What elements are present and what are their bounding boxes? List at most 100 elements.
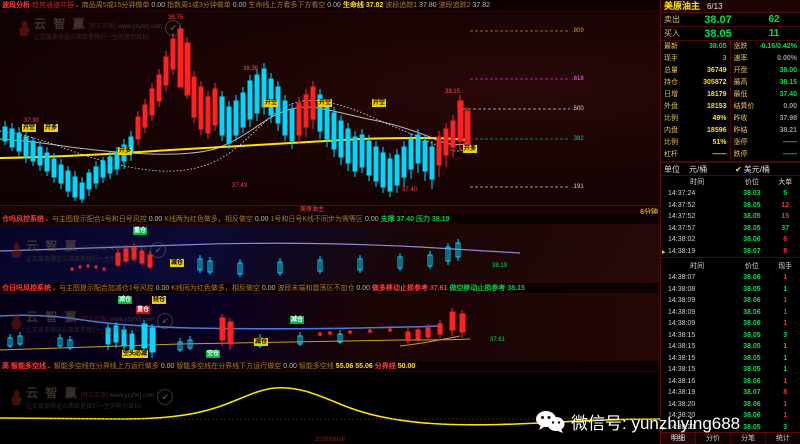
ask-row[interactable]: 卖出 38.07 62 — [661, 13, 800, 27]
bid-qty: 11 — [768, 28, 780, 39]
hdr-item-5-value: 37.82 — [472, 2, 491, 9]
main-chart-header[interactable]: 波段分析 趋势通道共振⌄ 商品周5或15分钟做单 0.00 指数周1或3分钟做单… — [0, 0, 660, 11]
timeframe-label[interactable]: 6分钟 — [640, 209, 658, 216]
risk1-item-1-text: K线两为红色做多，相反做空 — [164, 216, 253, 223]
stat-cell: 日增 18179 — [661, 89, 731, 101]
col-time: 时间 — [690, 179, 705, 186]
smart-divider-label: 分界线 — [374, 363, 396, 370]
quote-tabs[interactable]: 明细 分价 分笔 统计 — [661, 432, 800, 444]
risk2-tag-3: 减仓 — [254, 338, 269, 346]
smart-divider-value: 50.00 — [397, 363, 416, 370]
stat-cell: 内盘 18596 — [661, 125, 731, 137]
unit-alt-value[interactable]: 美元/桶 — [743, 164, 770, 174]
col-time: 时间 — [690, 263, 705, 270]
stat-key: 最高 — [733, 79, 748, 86]
table-row: 14:38:20 38.06 1 — [668, 400, 788, 408]
quote-panel[interactable]: 美原油主 6/13 卖出 38.07 62 买入 38.05 11 最新 38.0… — [660, 0, 800, 444]
stat-value: 18179 — [707, 91, 727, 98]
unit-selector[interactable]: 单位 元/桶 ✔ 美元/桶 — [661, 162, 800, 176]
axis-date-label: 2020/06/18 — [314, 437, 346, 443]
table-row: 14:37:57 38.05 37 — [668, 224, 790, 232]
risk1-plot[interactable]: 重仓 减仓 38.19 云 智 赢 [官方正版] 400-669-8870 让交… — [0, 225, 660, 283]
risk2-svg — [0, 308, 471, 358]
stat-key: 昨结 — [733, 127, 748, 134]
check-icon: ✔ — [735, 164, 742, 174]
signal-tag-1: 开多 — [44, 124, 59, 132]
table-row: 14:38:15 38.05 1 — [668, 343, 788, 351]
instrument-title[interactable]: 美原油主 6/13 — [661, 0, 800, 13]
table-row: 14:38:07 38.06 1 — [668, 274, 788, 282]
bid-price: 38.05 — [704, 27, 732, 40]
stat-key: 外盘 — [664, 103, 678, 110]
risk1-item-2-text: 1号和日号K线不同步为需等区 — [270, 216, 364, 223]
hdr-item-2-text: 生命线上方看多下方看空 — [248, 2, 326, 9]
main-chart-plot[interactable]: 38.75 38.36 38.15 37.90 37.43 37.40 .809… — [0, 11, 660, 205]
instrument-strip: 美原油主 6分钟 37.21 — [0, 205, 660, 216]
chevron-down-icon[interactable]: ⌄ — [45, 363, 52, 370]
stat-key: 现手 — [664, 55, 678, 62]
hdr-item-0-text: 商品周5或15分钟做单 — [81, 2, 150, 9]
stat-key: 最低 — [733, 91, 748, 98]
stat-cell: 涨跌 -0.16/0.42% — [731, 41, 800, 53]
stat-cell: 持仓 305872 — [661, 77, 731, 89]
stat-cell: 最低 37.40 — [731, 89, 800, 101]
bid-row[interactable]: 买入 38.05 11 — [661, 27, 800, 41]
stat-value: -0.16/0.42% — [759, 43, 797, 50]
bid-label: 买入 — [664, 29, 680, 38]
risk1-svg — [0, 239, 521, 277]
main-chart-panel[interactable]: 波段分析 趋势通道共振⌄ 商品周5或15分钟做单 0.00 指数周1或3分钟做单… — [0, 0, 660, 205]
fib-label-809: .809 — [572, 28, 584, 34]
stat-value: —— — [712, 151, 727, 158]
risk2-plot[interactable]: 减仓 轻仓 重仓 减仓 空仓 空头必减 减仓 37.61 云 智 赢 [官方正版… — [0, 294, 660, 361]
stat-value: 38.05 — [708, 43, 727, 50]
price-label-4: 37.43 — [232, 183, 248, 189]
chevron-down-icon[interactable]: ⌄ — [44, 216, 50, 223]
smart-header[interactable]: 高 智能多空线⌄ 智能多空线在分界线上方运行做多 0.00 智能多空线在分界线下… — [0, 361, 660, 372]
ask-label: 卖出 — [664, 15, 680, 24]
stat-key: 比例 — [664, 139, 678, 146]
stat-key: 总量 — [664, 67, 678, 74]
stat-cell: 速率 0.00% — [731, 53, 800, 65]
big-order-rows: 14:37:24 38.03 5 14:37:52 38.05 12 14:37:52 3… — [661, 188, 800, 257]
stats-grid: 最新 38.05 涨跌 -0.16/0.42% 现手 3 速率 0.00% 总量 3674… — [661, 41, 800, 162]
stat-value: 18153 — [707, 103, 727, 110]
tab-bytick[interactable]: 分笔 — [731, 433, 766, 444]
fib-label-500: .500 — [572, 106, 584, 112]
risk2-short-stop-value: 38.15 — [507, 285, 525, 292]
ask-qty: 62 — [768, 14, 780, 25]
stat-cell: 比例 49% — [661, 113, 731, 125]
stat-cell: 比例 51% — [661, 137, 731, 149]
signal-tag-5: 开多 — [118, 147, 133, 155]
table-row: 14:38:09 38.06 1 — [668, 320, 788, 328]
risk2-tag-5: 空头必减 — [122, 350, 149, 358]
chevron-down-icon[interactable]: ⌄ — [51, 285, 57, 292]
fib-label-191: .191 — [572, 184, 584, 190]
big-order-table[interactable]: 时间 价位 大单 14:37:24 38.03 5 14:37:52 38.05 12 … — [661, 176, 800, 257]
risk-control-panel-2[interactable]: 仓日吗风控系统⌄ 与主图提示配合加减仓1号风控 0.00 K线同为红色做多，相反… — [0, 283, 660, 361]
risk2-header[interactable]: 仓日吗风控系统⌄ 与主图提示配合加减仓1号风控 0.00 K线同为红色做多，相反… — [0, 283, 660, 294]
smart-background — [0, 372, 660, 444]
tick-detail-table[interactable]: 时间 价位 现手 14:38:07 38.06 1 14:38:08 38.05 1 1… — [661, 260, 800, 433]
risk-control-panel-1[interactable]: 美原油主 6分钟 37.21 仓吗风控系统⌄ 与主图提示配合1号和日号风控 0.… — [0, 205, 660, 283]
stat-key: 最新 — [664, 43, 678, 50]
stat-cell: 涨停 —— — [731, 137, 800, 149]
stat-cell: 昨收 37.98 — [731, 113, 800, 125]
unit-value[interactable]: 元/桶 — [689, 164, 708, 174]
chevron-down-icon[interactable]: ⌄ — [73, 2, 80, 9]
hdr-item-5-text: 波段追踪2 — [438, 2, 471, 9]
hdr-item-4-value: 37.80 — [419, 2, 437, 9]
tab-stats[interactable]: 统计 — [766, 433, 800, 444]
risk2-long-stop-value: 37.61 — [429, 285, 448, 292]
tab-byprice[interactable]: 分价 — [696, 433, 731, 444]
stat-key: 杠杆 — [664, 151, 678, 158]
col-volume: 大单 — [778, 179, 793, 186]
hdr-item-4-text: 波段追踪1 — [385, 2, 418, 9]
table-row: 14:38:20 38.06 1 — [668, 412, 788, 420]
chart-column: 波段分析 趋势通道共振⌄ 商品周5或15分钟做单 0.00 指数周1或3分钟做单… — [0, 0, 660, 444]
stat-key: 持仓 — [664, 79, 678, 86]
stat-value: 37.98 — [779, 115, 797, 122]
tab-detail[interactable]: 明细 — [661, 433, 696, 444]
risk1-header[interactable]: 仓吗风控系统⌄ 与主图提示配合1号和日号风控 0.00 K线两为红色做多，相反做… — [0, 214, 660, 225]
